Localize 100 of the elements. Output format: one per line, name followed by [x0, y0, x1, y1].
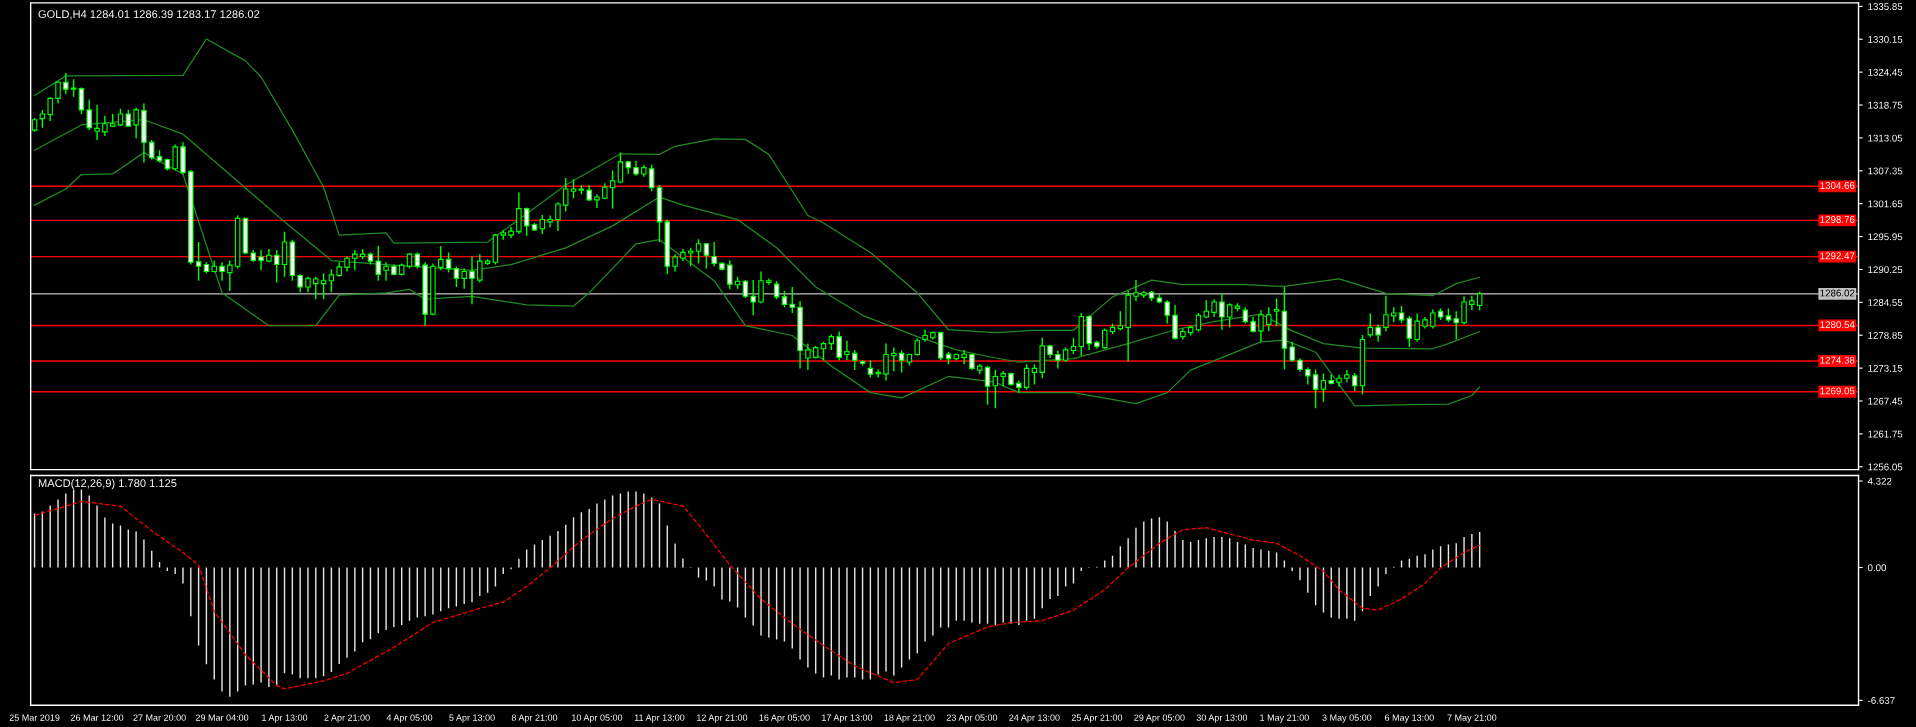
candlestick: [562, 177, 569, 213]
candlestick: [609, 169, 616, 210]
candlestick: [195, 241, 202, 282]
ref-line-label: 1304.66: [1820, 182, 1855, 189]
line-series: [33, 119, 1481, 363]
x-tick-label: 26 Mar 12:00: [70, 714, 124, 721]
candlestick: [758, 270, 764, 304]
candlestick: [1164, 299, 1170, 325]
candlestick: [1117, 310, 1124, 332]
candlestick: [1226, 302, 1233, 329]
candlestick: [844, 340, 850, 362]
candlestick: [727, 259, 733, 291]
y-tick-label: 1318.75: [1868, 101, 1903, 109]
candlestick: [273, 249, 280, 284]
candlestick: [352, 249, 358, 272]
candlestick: [313, 275, 319, 300]
x-tick-label: 30 Apr 13:00: [1196, 714, 1248, 723]
x-tick-label: 4 Apr 05:00: [386, 714, 433, 723]
candlestick: [1219, 293, 1225, 331]
ref-line-label: 1280.54: [1820, 321, 1855, 329]
x-tick-label: 16 Apr 05:00: [759, 714, 810, 723]
candlestick: [133, 106, 139, 139]
x-tick-label: 8 Apr 21:00: [511, 714, 558, 723]
candlestick: [1312, 368, 1319, 409]
x-tick-label: 27 Mar 20:00: [133, 714, 186, 721]
candlestick: [328, 268, 335, 293]
candlestick: [1320, 372, 1327, 403]
ref-line-label: 1269.05: [1820, 387, 1855, 395]
candlestick: [1430, 308, 1436, 330]
candlestick: [86, 98, 92, 131]
candlestick: [102, 115, 108, 137]
candlestick: [539, 214, 546, 235]
y-tick-label: 1256.05: [1868, 463, 1903, 471]
candlestick: [47, 96, 53, 122]
y-tick-label: 1290.25: [1868, 266, 1903, 274]
x-tick-label: 1 May 21:00: [1260, 714, 1309, 723]
candlestick: [555, 201, 561, 232]
candlestick: [1273, 297, 1280, 327]
y-tick-label: 1267.45: [1868, 397, 1903, 405]
x-tick-label: 29 Mar 04:00: [195, 714, 249, 721]
candlestick: [687, 247, 694, 267]
y-tick-label: 1307.35: [1868, 167, 1903, 175]
ref-line-label: 1286.02: [1820, 289, 1855, 297]
candlestick: [148, 139, 155, 161]
x-tick-label: 18 Apr 21:00: [884, 714, 935, 723]
x-tick-label: 24 Apr 13:00: [1009, 714, 1060, 723]
candlestick: [63, 72, 69, 96]
y-tick-label: 1278.85: [1868, 331, 1903, 339]
x-tick-label: 11 Apr 13:00: [634, 714, 685, 723]
x-tick-label: 12 Apr 21:00: [697, 714, 748, 723]
candlestick: [445, 251, 452, 274]
x-tick-label: 6 May 13:00: [1384, 714, 1434, 723]
candlestick: [219, 261, 225, 282]
candlestick: [750, 279, 756, 317]
candlestick: [836, 330, 842, 362]
x-tick-label: 23 Apr 05:00: [946, 714, 998, 723]
candlestick: [648, 164, 655, 192]
x-tick-label: 2 Apr 21:00: [324, 714, 370, 723]
candlestick: [78, 86, 85, 115]
line-series: [33, 38, 1481, 334]
ref-line-label: 1274.38: [1820, 356, 1855, 364]
y-tick-label: 0.00: [1867, 564, 1887, 572]
candlestick: [875, 368, 881, 379]
candlestick: [594, 193, 600, 209]
x-tick-label: 7 May 21:00: [1447, 714, 1497, 723]
candlestick: [1406, 315, 1413, 348]
candlestick: [258, 249, 264, 272]
x-tick-label: 1 Apr 13:00: [262, 714, 308, 723]
line-series: [33, 151, 1481, 407]
chart-title: MACD(12,26,9) 1.780 1.125: [38, 478, 177, 490]
candlestick: [789, 286, 796, 314]
y-tick-label: 1324.45: [1868, 68, 1903, 76]
candlestick: [984, 365, 991, 406]
candlestick: [523, 206, 530, 237]
candlestick: [172, 143, 178, 172]
ref-line-label: 1298.76: [1820, 216, 1855, 223]
candlestick: [281, 230, 288, 278]
y-tick-label: 1273.15: [1868, 364, 1903, 372]
candlestick: [883, 342, 889, 382]
candlestick: [1031, 363, 1038, 386]
text: GOLD,H4 1284.01 1286.39 1283.17 1286.02: [38, 10, 260, 20]
candlestick: [438, 245, 444, 272]
candlestick: [992, 369, 999, 409]
candlestick: [55, 80, 61, 105]
y-tick-label: 1284.55: [1868, 299, 1903, 306]
y-tick-label: 1301.65: [1868, 200, 1903, 208]
candlestick: [477, 253, 483, 284]
candlestick: [461, 267, 467, 290]
x-tick-label: 10 Apr 05:00: [572, 714, 623, 723]
y-tick-label: 4.322: [1867, 477, 1892, 485]
candlestick: [1172, 304, 1178, 341]
x-tick-label: 25 Apr 21:00: [1071, 714, 1123, 723]
candlestick: [94, 104, 100, 141]
x-tick-label: 29 Apr 05:00: [1134, 714, 1185, 723]
candlestick: [1000, 370, 1006, 387]
candlestick: [805, 342, 811, 371]
candlestick: [1453, 310, 1459, 341]
candlestick: [375, 245, 382, 282]
candlestick: [320, 272, 327, 300]
candlestick: [570, 178, 577, 199]
